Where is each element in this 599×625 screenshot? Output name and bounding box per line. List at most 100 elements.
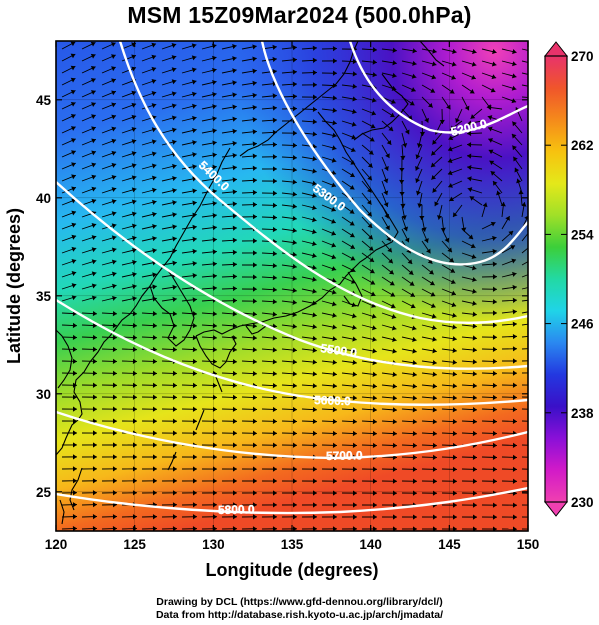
wind-arrow-head xyxy=(388,126,394,132)
wind-arrow-head xyxy=(432,514,437,520)
wind-arrow-head xyxy=(331,157,337,163)
wind-arrow-head xyxy=(492,286,497,292)
wind-arrow-head xyxy=(171,67,177,73)
contour-label-5700: 5700.0 xyxy=(326,448,363,463)
wind-arrow-head xyxy=(91,114,96,120)
wind-arrow-head xyxy=(252,286,257,292)
wind-arrow-head xyxy=(312,168,317,174)
wind-arrow-head xyxy=(533,431,537,436)
wind-arrow-head xyxy=(432,407,437,413)
wind-arrow-head xyxy=(272,430,277,436)
wind-arrow-head xyxy=(332,418,337,425)
wind-arrow-head xyxy=(332,132,337,138)
wind-arrow-head xyxy=(212,454,217,460)
wind-arrow-head xyxy=(452,324,457,330)
wind-arrow-head xyxy=(252,502,257,508)
wind-arrow-head xyxy=(390,303,396,309)
wind-arrow-head xyxy=(447,170,453,176)
y-tick-label: 30 xyxy=(36,387,51,402)
wind-arrow-head xyxy=(252,189,257,196)
wind-arrow-head xyxy=(512,478,517,484)
wind-arrow-head xyxy=(472,311,477,317)
wind-arrow-head xyxy=(172,490,177,496)
wind-arrow-head xyxy=(482,202,488,208)
wind-arrow-head xyxy=(492,430,497,437)
wind-arrow-head xyxy=(448,183,453,188)
contour-label-5600: 5600.0 xyxy=(314,393,351,408)
wind-arrow-head xyxy=(352,324,357,330)
wind-arrow-head xyxy=(132,322,137,329)
wind-arrow-head xyxy=(412,348,417,354)
wind-arrow-head xyxy=(533,95,537,100)
wind-arrow-head xyxy=(172,466,177,472)
wind-arrow-head xyxy=(511,133,517,139)
wind-arrow-head xyxy=(429,280,435,286)
wind-arrow-head xyxy=(91,126,96,132)
wind-arrow-head xyxy=(352,490,357,496)
wind-arrow-head xyxy=(252,129,257,135)
wind-arrow-head xyxy=(372,442,377,449)
wind-arrow-head xyxy=(372,514,377,520)
wind-arrow-head xyxy=(151,103,157,109)
wind-arrow-head xyxy=(452,371,457,377)
wind-arrow-head xyxy=(331,194,336,200)
wind-arrow-head xyxy=(412,526,417,531)
wind-arrow-head xyxy=(512,526,517,531)
wind-arrow-head xyxy=(151,175,157,181)
wind-arrow-head xyxy=(467,120,472,126)
wind-arrow-head xyxy=(92,382,97,388)
wind-arrow-head xyxy=(191,55,197,61)
wind-arrow-head xyxy=(152,311,157,317)
wind-arrow-head xyxy=(272,359,277,365)
wind-arrow-head xyxy=(151,42,157,48)
wind-arrow-head xyxy=(518,190,524,195)
wind-arrow-head xyxy=(332,312,337,318)
wind-arrow-head xyxy=(352,58,357,65)
wind-arrow-head xyxy=(332,490,337,496)
wind-arrow-head xyxy=(192,466,197,472)
wind-arrow-head xyxy=(72,502,77,508)
wind-arrow-head xyxy=(472,430,477,437)
wind-arrow-head xyxy=(192,526,197,531)
wind-arrow-head xyxy=(131,54,136,60)
colorbar-label: 254 xyxy=(571,227,594,242)
wind-arrow-head xyxy=(312,466,317,472)
wind-arrow-head xyxy=(451,290,456,296)
wind-arrow-head xyxy=(71,271,77,276)
wind-arrow-head xyxy=(312,70,317,76)
wind-arrow-head xyxy=(112,295,117,301)
height-contours xyxy=(56,41,528,515)
wind-arrow-head xyxy=(112,382,117,388)
wind-arrow-head xyxy=(152,248,157,254)
wind-arrow-head xyxy=(292,203,297,209)
wind-arrow-head xyxy=(472,407,477,413)
wind-arrow-head xyxy=(111,223,117,229)
wind-arrow-head xyxy=(112,394,117,400)
wind-arrow-head xyxy=(292,263,297,270)
wind-arrow-head xyxy=(71,258,77,264)
wind-arrow-head xyxy=(292,45,297,51)
wind-arrow-head xyxy=(472,502,477,508)
wind-arrow-head xyxy=(92,454,97,460)
wind-arrow-head xyxy=(372,371,377,377)
wind-arrow-head xyxy=(232,140,237,147)
wind-arrow-head xyxy=(92,310,97,317)
wind-arrow-head xyxy=(532,84,536,89)
wind-arrow-head xyxy=(450,279,456,285)
wind-arrow-head xyxy=(292,130,297,136)
wind-arrow-head xyxy=(192,152,197,158)
wind-arrow-head xyxy=(492,334,497,340)
wind-arrow-head xyxy=(392,60,397,66)
wind-arrow-head xyxy=(172,442,177,448)
wind-arrow-head xyxy=(72,358,77,364)
wind-arrow-head xyxy=(410,292,415,297)
wind-arrow-head xyxy=(412,383,417,389)
wind-arrow-head xyxy=(212,273,217,279)
wind-arrow-head xyxy=(492,382,497,389)
wind-arrow-head xyxy=(232,237,237,243)
wind-arrow-head xyxy=(387,247,392,253)
wind-arrow-head xyxy=(352,418,357,425)
wind-arrow-head xyxy=(151,151,157,157)
wind-arrow-head xyxy=(432,348,437,354)
wind-arrow-head xyxy=(510,245,516,250)
